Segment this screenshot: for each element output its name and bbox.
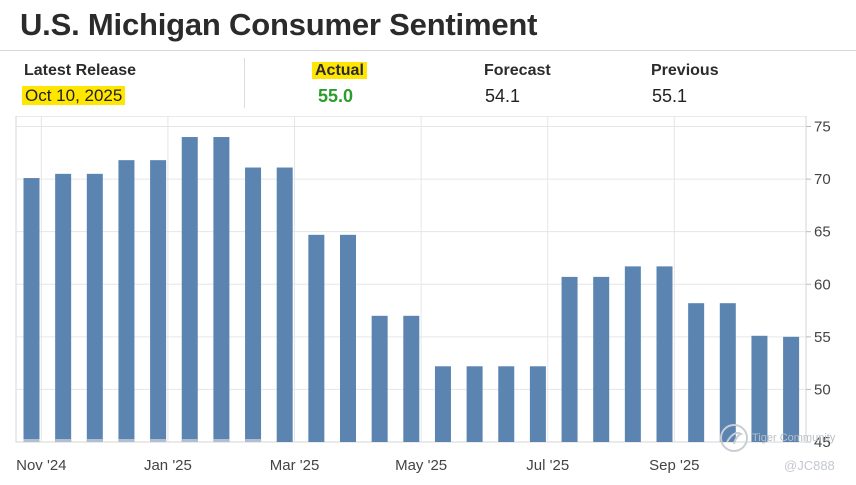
bar	[181, 137, 198, 442]
actual-label-text: Actual	[312, 62, 367, 79]
y-tick-label: 65	[814, 224, 831, 241]
y-tick-label: 50	[814, 381, 831, 398]
bar	[466, 366, 483, 442]
watermark-user: @JC888	[784, 458, 835, 473]
bar	[340, 234, 356, 442]
bar-base	[55, 439, 72, 442]
x-tick-label: May '25	[395, 457, 447, 474]
bar	[498, 366, 515, 442]
bar-chart: 45 50 55 60 65 70 75 Nov '24 Jan '25 Mar '25 May …	[15, 116, 831, 474]
x-tick-label: Sep '25	[649, 457, 699, 474]
previous-value: 55.1	[652, 86, 688, 106]
tiger-logo-icon	[720, 424, 748, 452]
bar	[276, 167, 293, 442]
y-tick-label: 60	[814, 276, 831, 293]
bar	[719, 303, 736, 442]
bar	[308, 234, 325, 442]
bar-base	[23, 439, 40, 442]
bar	[624, 266, 641, 442]
bar	[371, 315, 388, 442]
watermark-brand: Tiger Community	[752, 432, 836, 444]
bar	[118, 160, 135, 443]
y-tick-label: 75	[814, 119, 831, 136]
x-tick-label: Jul '25	[526, 457, 569, 474]
bar-base	[213, 439, 230, 442]
forecast-value: 54.1	[485, 86, 521, 106]
latest-release-label: Latest Release	[24, 62, 137, 79]
bar	[656, 266, 673, 442]
bar	[434, 366, 451, 442]
forecast-label: Forecast	[484, 62, 551, 79]
latest-release-value: Oct 10, 2025	[22, 86, 126, 106]
bar-base	[150, 439, 167, 442]
actual-value: 55.0	[318, 86, 354, 106]
title-bar: U.S. Michigan Consumer Sentiment	[0, 0, 856, 51]
bar	[86, 173, 103, 442]
page-title: U.S. Michigan Consumer Sentiment	[20, 7, 538, 42]
actual-label: Actual	[312, 62, 367, 80]
y-tick-label: 45	[814, 434, 831, 451]
chart-area: 45 50 55 60 65 70 75 Nov '24 Jan '25 Mar '25 May …	[14, 116, 856, 474]
bar-base	[245, 439, 262, 442]
x-tick-label: Jan '25	[144, 457, 192, 474]
bar-base	[118, 439, 135, 442]
bar	[403, 315, 420, 442]
x-tick-label: Mar '25	[270, 457, 320, 474]
bar-base	[86, 439, 103, 442]
y-axis-ticks: 45 50 55 60 65 70 75	[814, 119, 831, 451]
bar	[150, 160, 167, 443]
x-tick-label: Nov '24	[16, 457, 66, 474]
latest-release-date: Oct 10, 2025	[22, 86, 126, 105]
bar-layer	[23, 137, 800, 443]
y-tick-label: 55	[814, 329, 831, 346]
bar-base	[181, 439, 198, 442]
bar	[593, 276, 610, 442]
y-tick-label: 70	[814, 171, 831, 188]
bar	[529, 366, 546, 442]
bar	[751, 335, 768, 442]
bar	[213, 137, 230, 442]
bar	[23, 178, 40, 442]
bar	[561, 276, 578, 442]
x-axis-ticks: Nov '24 Jan '25 Mar '25 May '25 Jul '25 Sep '…	[16, 457, 699, 474]
bar	[783, 336, 800, 442]
previous-label: Previous	[651, 62, 719, 79]
bar	[688, 303, 705, 442]
bar	[55, 173, 72, 442]
stats-row: Latest Release Oct 10, 2025 Actual 55.0 …	[0, 54, 856, 112]
stats-divider	[244, 58, 245, 108]
bar	[245, 167, 262, 442]
watermark: Tiger Community @JC888	[716, 420, 856, 480]
